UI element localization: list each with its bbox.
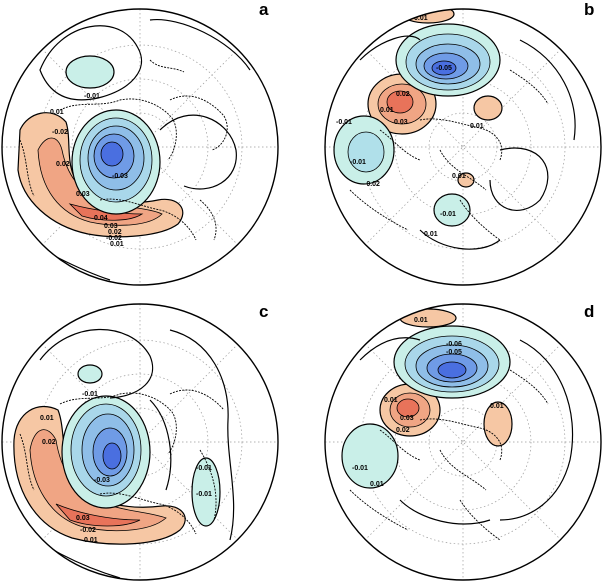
contour-label: -0.02 [52,129,68,136]
contour-label: 0.01 [452,173,466,180]
contour-label: -0.03 [112,173,128,180]
contour-label: -0.02 [364,181,380,188]
panel-label-c: c [259,302,269,321]
contour-label: 0.02 [108,229,122,236]
coastlines [349,369,549,541]
contour-label: -0.03 [94,477,110,484]
contour-label: 0.01 [380,107,394,114]
contour-labels: 0.01 -0.05 0.02 0.01 0.03 0.01 -0.01 -0.… [336,15,484,238]
contour-label: 0.01 [50,109,64,116]
contour-label: -0.01 [82,391,98,398]
contour-label: -0.01 [352,465,368,472]
contour-label: 0.01 [490,403,504,410]
contour-label: 0.03 [400,415,414,422]
contour-label: -0.02 [80,527,96,534]
contour-labels: 0.01 -0.06 -0.05 0.01 0.03 0.02 0.01 -0.… [352,317,504,488]
contour-label: -0.01 [196,491,212,498]
zero-contours [359,337,574,525]
contour-label: 0.01 [470,123,484,130]
contour-labels: -0.01 0.01 -0.02 0.02 0.03 0.04 -0.03 0.… [50,93,128,248]
map-boundary [1,8,279,286]
negative-anomaly-shading [65,55,161,215]
contour-label: -0.01 [336,119,352,126]
contour-labels: 0.01 0.02 -0.01 -0.03 0.03 -0.02 0.01 -0… [40,391,212,544]
coastlines [19,389,225,535]
contour-label: 0.04 [94,215,108,222]
negative-anomaly-shading [341,325,511,489]
coastlines [19,59,228,241]
contour-label: 0.01 [414,317,428,324]
contour-label: 0.03 [394,119,408,126]
contour-label: 0.01 [424,231,438,238]
panel-label-b: b [584,0,595,19]
map-boundary [324,303,602,581]
contour-label: -0.02 [106,235,122,242]
contour-label: 0.01 [40,415,54,422]
panel-label-a: a [259,0,269,19]
map-boundary [1,303,279,581]
contour-label: 0.01 [414,15,428,22]
contour-label: -0.01 [440,211,456,218]
contour-label: 0.02 [396,427,410,434]
contour-label: 0.03 [104,223,118,230]
contour-label: -0.05 [446,349,462,356]
zero-contours [359,35,576,250]
contour-label: 0.01 [84,537,98,544]
panel-b-polar-map: 0.01 -0.05 0.02 0.01 0.03 0.01 -0.01 -0.… [324,8,602,286]
contour-label: 0.03 [76,515,90,522]
positive-anomaly-shading [13,405,186,545]
contour-label: -0.05 [436,65,452,72]
contour-label: -0.01 [84,93,100,100]
contour-label: 0.01 [370,481,384,488]
contour-label: 0.03 [76,191,90,198]
coastlines [349,69,549,241]
contour-label: -0.06 [446,341,462,348]
negative-anomaly-shading [61,364,221,527]
panel-a-polar-map: -0.01 0.01 -0.02 0.02 0.03 0.04 -0.03 0.… [1,8,279,286]
contour-label: -0.01 [196,465,212,472]
negative-anomaly-shading [333,23,501,227]
contour-label: 0.02 [56,161,70,168]
contour-label: 0.02 [42,439,56,446]
contour-label: 0.02 [396,91,410,98]
panel-c-polar-map: 0.01 0.02 -0.01 -0.03 0.03 -0.02 0.01 -0… [1,303,279,581]
contour-label: 0.01 [110,241,124,248]
contour-label: -0.01 [350,159,366,166]
map-boundary [324,8,602,286]
contour-label: 0.01 [384,397,398,404]
panel-label-d: d [584,302,595,321]
panel-d-polar-map: 0.01 -0.06 -0.05 0.01 0.03 0.02 0.01 -0.… [324,303,602,581]
